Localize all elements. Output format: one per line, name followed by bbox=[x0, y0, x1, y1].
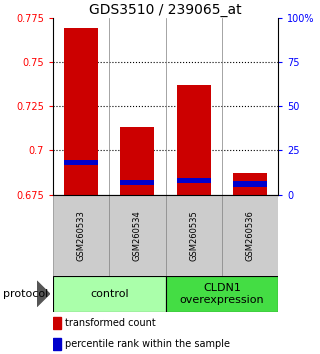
Text: GSM260534: GSM260534 bbox=[133, 210, 142, 261]
Bar bbox=[233, 173, 267, 195]
Text: GSM260536: GSM260536 bbox=[246, 210, 255, 261]
Polygon shape bbox=[37, 281, 50, 307]
Bar bbox=[64, 160, 98, 166]
Text: percentile rank within the sample: percentile rank within the sample bbox=[65, 339, 230, 349]
Text: transformed count: transformed count bbox=[65, 318, 156, 327]
Bar bbox=[177, 85, 211, 195]
Bar bbox=[53, 276, 166, 312]
Bar bbox=[166, 195, 222, 276]
Bar bbox=[166, 276, 278, 312]
Bar bbox=[53, 316, 61, 329]
Bar bbox=[222, 195, 278, 276]
Bar bbox=[120, 179, 154, 185]
Bar bbox=[53, 338, 61, 350]
Bar bbox=[120, 127, 154, 195]
Bar bbox=[109, 195, 166, 276]
Text: control: control bbox=[90, 289, 129, 299]
Title: GDS3510 / 239065_at: GDS3510 / 239065_at bbox=[89, 3, 242, 17]
Text: GSM260533: GSM260533 bbox=[76, 210, 85, 261]
Text: protocol: protocol bbox=[3, 289, 48, 299]
Bar bbox=[177, 178, 211, 183]
Bar bbox=[53, 195, 109, 276]
Text: GSM260535: GSM260535 bbox=[189, 210, 198, 261]
Bar bbox=[64, 28, 98, 195]
Text: CLDN1
overexpression: CLDN1 overexpression bbox=[180, 283, 264, 305]
Bar bbox=[233, 181, 267, 187]
